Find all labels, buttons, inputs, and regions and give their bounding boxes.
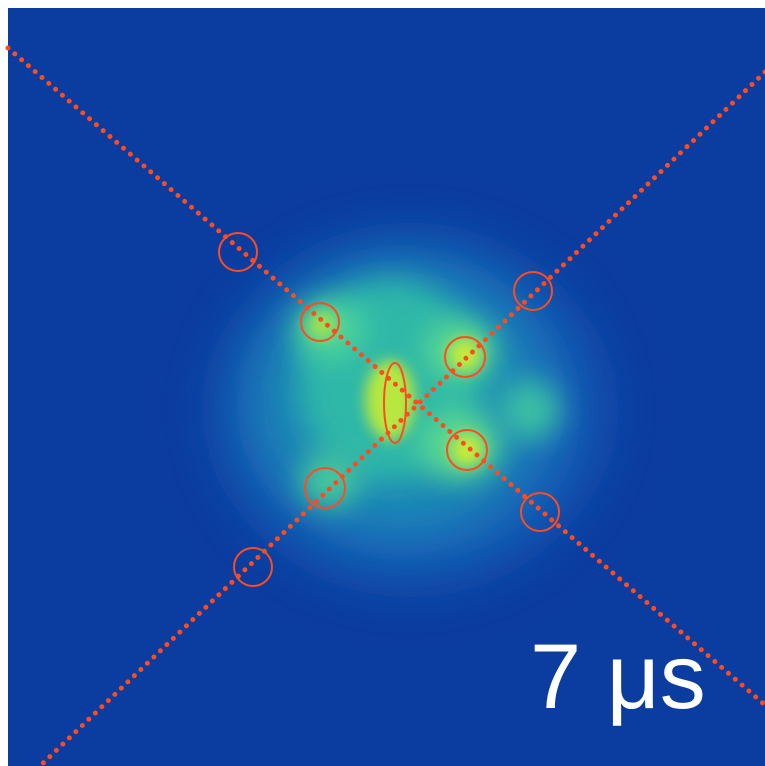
image: 7 μs — [0, 0, 765, 766]
time-label: 7 μs — [530, 626, 706, 728]
page: 7 μs (() => { const data = JSON.parse(do… — [0, 0, 765, 766]
intensity-blob — [220, 240, 600, 580]
